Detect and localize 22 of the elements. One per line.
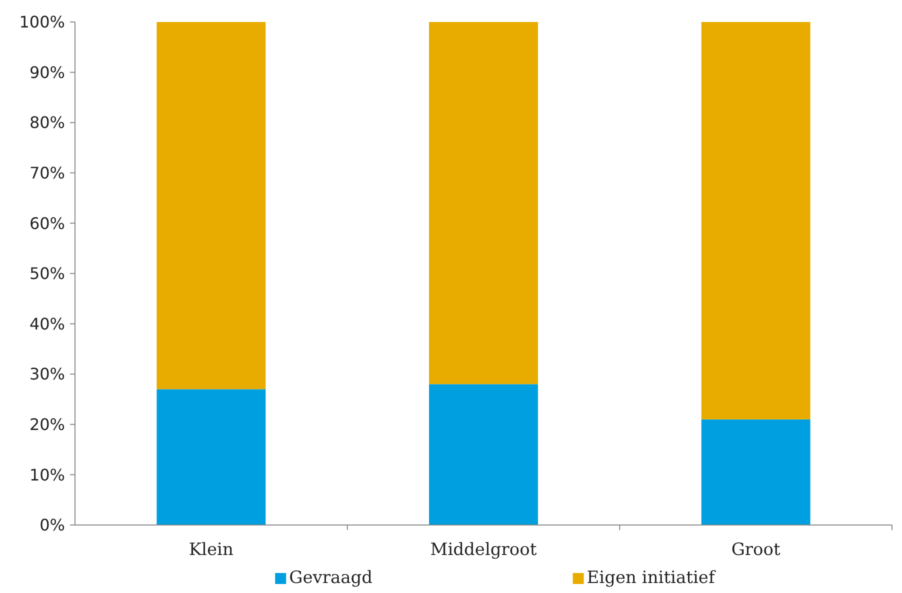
y-tick-label: 80% <box>29 113 65 132</box>
x-tick-label: Middelgroot <box>430 540 537 560</box>
y-tick-label: 90% <box>29 62 65 82</box>
y-tick-label: 30% <box>29 364 65 384</box>
x-tick-label: Klein <box>188 540 234 560</box>
bar <box>156 22 266 390</box>
y-tick-label: 100% <box>19 12 65 32</box>
bar <box>156 389 266 525</box>
bar <box>701 419 810 525</box>
y-tick-label: 10% <box>29 465 65 484</box>
bar <box>701 22 810 420</box>
y-tick-label: 60% <box>29 214 65 233</box>
x-tick-label: Groot <box>731 540 780 560</box>
legend-label: Eigen initiatief <box>586 568 716 588</box>
legend-label: Gevraagd <box>289 568 373 588</box>
y-tick-label: 20% <box>29 415 65 434</box>
y-tick-label: 0% <box>40 516 65 535</box>
y-tick-label: 40% <box>29 314 65 334</box>
bar <box>429 384 538 525</box>
y-tick-label: 70% <box>29 164 65 182</box>
bar <box>429 22 538 384</box>
y-tick-label: 50% <box>29 264 65 284</box>
